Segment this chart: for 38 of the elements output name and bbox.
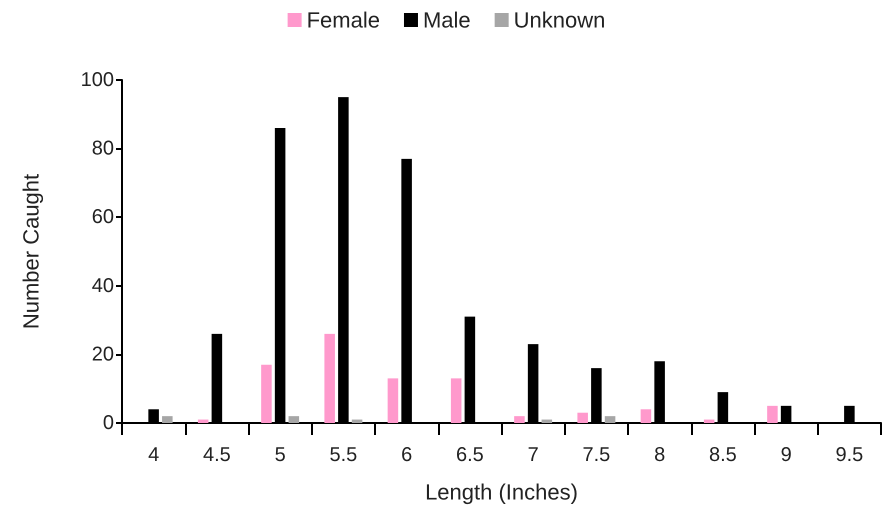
y-tick-label: 40 <box>92 274 114 297</box>
x-axis-title: Length (Inches) <box>425 480 578 504</box>
x-tick-label: 8 <box>654 444 666 466</box>
bar <box>450 378 462 423</box>
bar <box>198 420 208 423</box>
y-axis-title: Number Caught <box>18 174 44 330</box>
y-tick-label: 0 <box>102 412 114 434</box>
bar <box>352 420 362 423</box>
bar <box>640 409 652 423</box>
bar <box>577 412 588 423</box>
y-tick-label: 20 <box>92 343 114 366</box>
bar <box>261 364 272 423</box>
x-tick-label: 8.5 <box>708 444 737 466</box>
x-tick-label: 4.5 <box>202 444 231 466</box>
bar <box>542 420 552 423</box>
legend-label: Female <box>306 8 380 32</box>
y-tick-label: 100 <box>80 69 114 91</box>
y-tick-label: 80 <box>92 138 114 160</box>
x-tick-label: 5 <box>274 444 286 466</box>
bar <box>604 416 616 423</box>
bar <box>704 420 714 423</box>
bar <box>388 378 398 423</box>
bar <box>162 416 173 423</box>
bar <box>514 416 525 423</box>
legend-label: Male <box>422 8 471 32</box>
legend-label: Unknown <box>514 8 606 32</box>
x-tick-label: 9 <box>780 444 792 466</box>
y-tick-label: 60 <box>92 206 114 228</box>
x-tick-label: 4 <box>148 444 160 466</box>
x-tick-label: 7 <box>528 444 539 466</box>
bar <box>288 416 300 423</box>
x-tick-label: 9.5 <box>835 444 864 466</box>
bar <box>767 406 778 423</box>
x-tick-label: 5.5 <box>329 444 358 466</box>
x-tick-label: 6.5 <box>456 444 484 466</box>
x-tick-label: 7.5 <box>582 444 610 466</box>
bar <box>324 334 335 423</box>
x-tick-label: 6 <box>401 444 412 466</box>
